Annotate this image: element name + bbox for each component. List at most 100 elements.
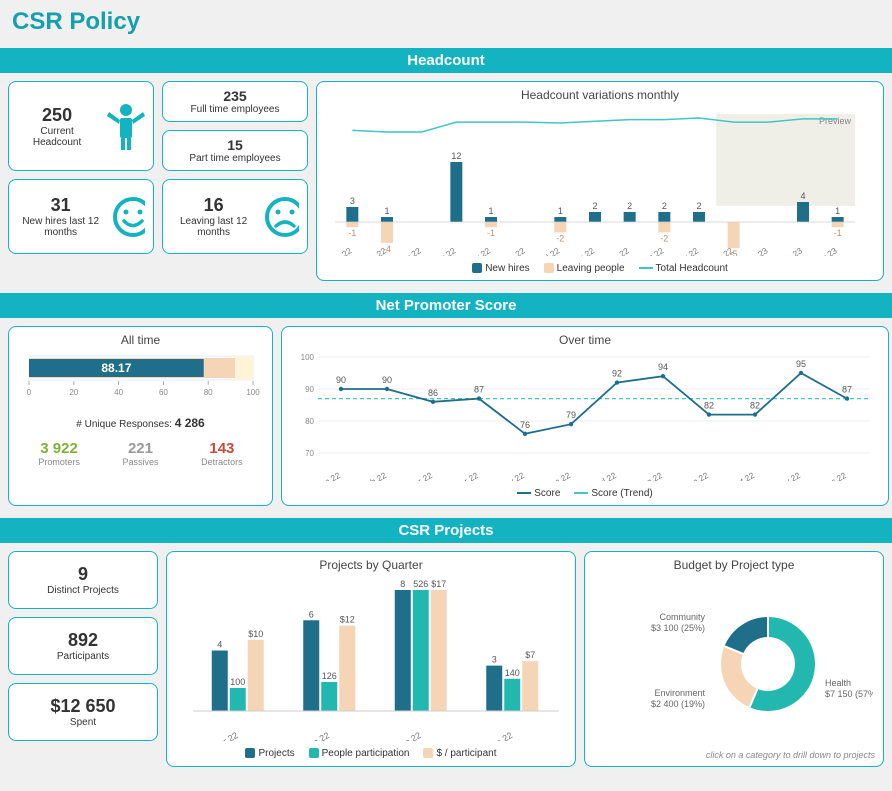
svg-text:82: 82 [704,401,714,411]
nps-unique-label: # Unique Responses: [76,419,172,430]
svg-text:Environment: Environment [654,688,705,698]
smile-icon [112,196,145,238]
svg-text:Nov 22: Nov 22 [672,245,700,256]
svg-text:1: 1 [558,206,563,216]
svg-text:Feb 22: Feb 22 [360,470,388,481]
distinct-projects-label: Distinct Projects [21,585,145,596]
svg-text:1: 1 [384,206,389,216]
svg-text:20: 20 [69,388,78,397]
svg-text:Jun 22: Jun 22 [500,245,527,256]
svg-text:2: 2 [696,201,701,211]
svg-text:Sep 22: Sep 22 [393,730,423,741]
svg-text:Jun 22: Jun 22 [545,470,572,481]
svg-text:Mar 22: Mar 22 [395,245,423,256]
donut-hint: click on a category to drill down to pro… [593,750,875,760]
person-icon [105,102,145,150]
fulltime-value: 235 [171,88,299,104]
svg-text:$3 100 (25%): $3 100 (25%) [651,623,705,633]
svg-text:Community: Community [659,612,705,622]
svg-text:60: 60 [159,388,168,397]
svg-text:40: 40 [114,388,123,397]
nps-overtime-chart: Over time 708090100909086877679929482829… [281,326,889,506]
svg-text:Mar 22: Mar 22 [406,470,434,481]
nps-legend: Score Score (Trend) [290,488,880,499]
svg-text:8: 8 [400,579,405,589]
svg-text:Aug 22: Aug 22 [568,245,596,256]
spent-label: Spent [21,717,145,728]
headcount-section: 250 Current Headcount 235 Full time empl… [0,73,892,289]
svg-text:$7 150 (57%): $7 150 (57%) [825,689,873,699]
nps-promoters-n: 3 922 [38,440,80,457]
svg-text:80: 80 [305,417,314,426]
svg-text:-1: -1 [834,228,842,238]
svg-text:4: 4 [217,640,222,650]
svg-text:Sep 22: Sep 22 [603,245,631,256]
parttime-label: Part time employees [171,153,299,164]
nps-passives-n: 221 [122,440,158,457]
svg-text:Dec 22: Dec 22 [485,730,515,741]
headcount-legend: New hires Leaving people Total Headcount [325,263,875,274]
svg-text:Jan 22: Jan 22 [315,470,342,481]
svg-text:3: 3 [492,655,497,665]
distinct-projects-value: 9 [21,564,145,585]
svg-text:Nov 22: Nov 22 [774,470,803,481]
svg-text:90: 90 [336,375,346,385]
fulltime-label: Full time employees [171,104,299,115]
svg-text:Jan 22: Jan 22 [327,245,354,256]
svg-text:Feb 23: Feb 23 [777,245,805,256]
projects-quarter-legend: Projects People participation $ / partic… [175,748,567,759]
spent-value: $12 650 [21,696,145,717]
svg-text:$17: $17 [431,579,446,589]
svg-text:-2: -2 [556,233,564,243]
svg-text:Jul 22: Jul 22 [593,470,618,481]
svg-text:76: 76 [520,420,530,430]
svg-text:Oct 22: Oct 22 [639,245,665,256]
svg-text:May 22: May 22 [497,470,526,481]
headcount-header: Headcount [0,48,892,73]
svg-text:Oct 22: Oct 22 [729,470,756,481]
svg-text:88.17: 88.17 [101,361,131,375]
leaving-value: 16 [171,195,256,216]
projects-quarter-chart: Projects by Quarter 4100$10Mar 226126$12… [166,551,576,767]
svg-text:140: 140 [505,668,520,678]
svg-text:126: 126 [322,671,337,681]
nps-section: All time 88.17020406080100 # Unique Resp… [0,318,892,514]
svg-text:Preview: Preview [819,116,852,126]
headcount-chart: Headcount variations monthly Preview3-1J… [316,81,884,281]
nps-alltime-title: All time [17,333,264,347]
current-headcount-label: Current Headcount [17,126,97,148]
projects-quarter-title: Projects by Quarter [175,558,567,572]
svg-text:1: 1 [488,206,493,216]
svg-text:2: 2 [627,201,632,211]
svg-text:-2: -2 [660,233,668,243]
newhires-label: New hires last 12 months [17,216,104,238]
svg-text:May 22: May 22 [464,245,493,256]
svg-text:6: 6 [309,609,314,619]
nps-overtime-title: Over time [290,333,880,347]
budget-donut-chart[interactable]: Budget by Project type Health$7 150 (57%… [584,551,884,767]
svg-text:526: 526 [413,579,428,589]
svg-text:92: 92 [612,369,622,379]
svg-text:$7: $7 [525,650,535,660]
svg-text:86: 86 [428,388,438,398]
frown-icon [264,196,299,238]
svg-text:100: 100 [301,353,315,362]
projects-section: 9 Distinct Projects 892 Participants $12… [0,543,892,775]
svg-text:Apr 22: Apr 22 [431,245,457,256]
newhires-value: 31 [17,195,104,216]
page-title: CSR Policy [0,0,892,44]
current-headcount-value: 250 [17,105,97,126]
svg-text:87: 87 [842,385,852,395]
nps-detractors-n: 143 [201,440,243,457]
projects-header: CSR Projects [0,518,892,543]
svg-text:Jan 23: Jan 23 [743,245,770,256]
parttime-value: 15 [171,137,299,153]
svg-text:Jun 22: Jun 22 [303,730,331,741]
svg-text:Mar 23: Mar 23 [811,245,839,256]
svg-text:12: 12 [451,151,461,161]
svg-text:4: 4 [800,191,805,201]
nps-header: Net Promoter Score [0,293,892,318]
svg-text:Health: Health [825,678,851,688]
budget-donut-title: Budget by Project type [593,558,875,572]
headcount-chart-title: Headcount variations monthly [325,88,875,102]
